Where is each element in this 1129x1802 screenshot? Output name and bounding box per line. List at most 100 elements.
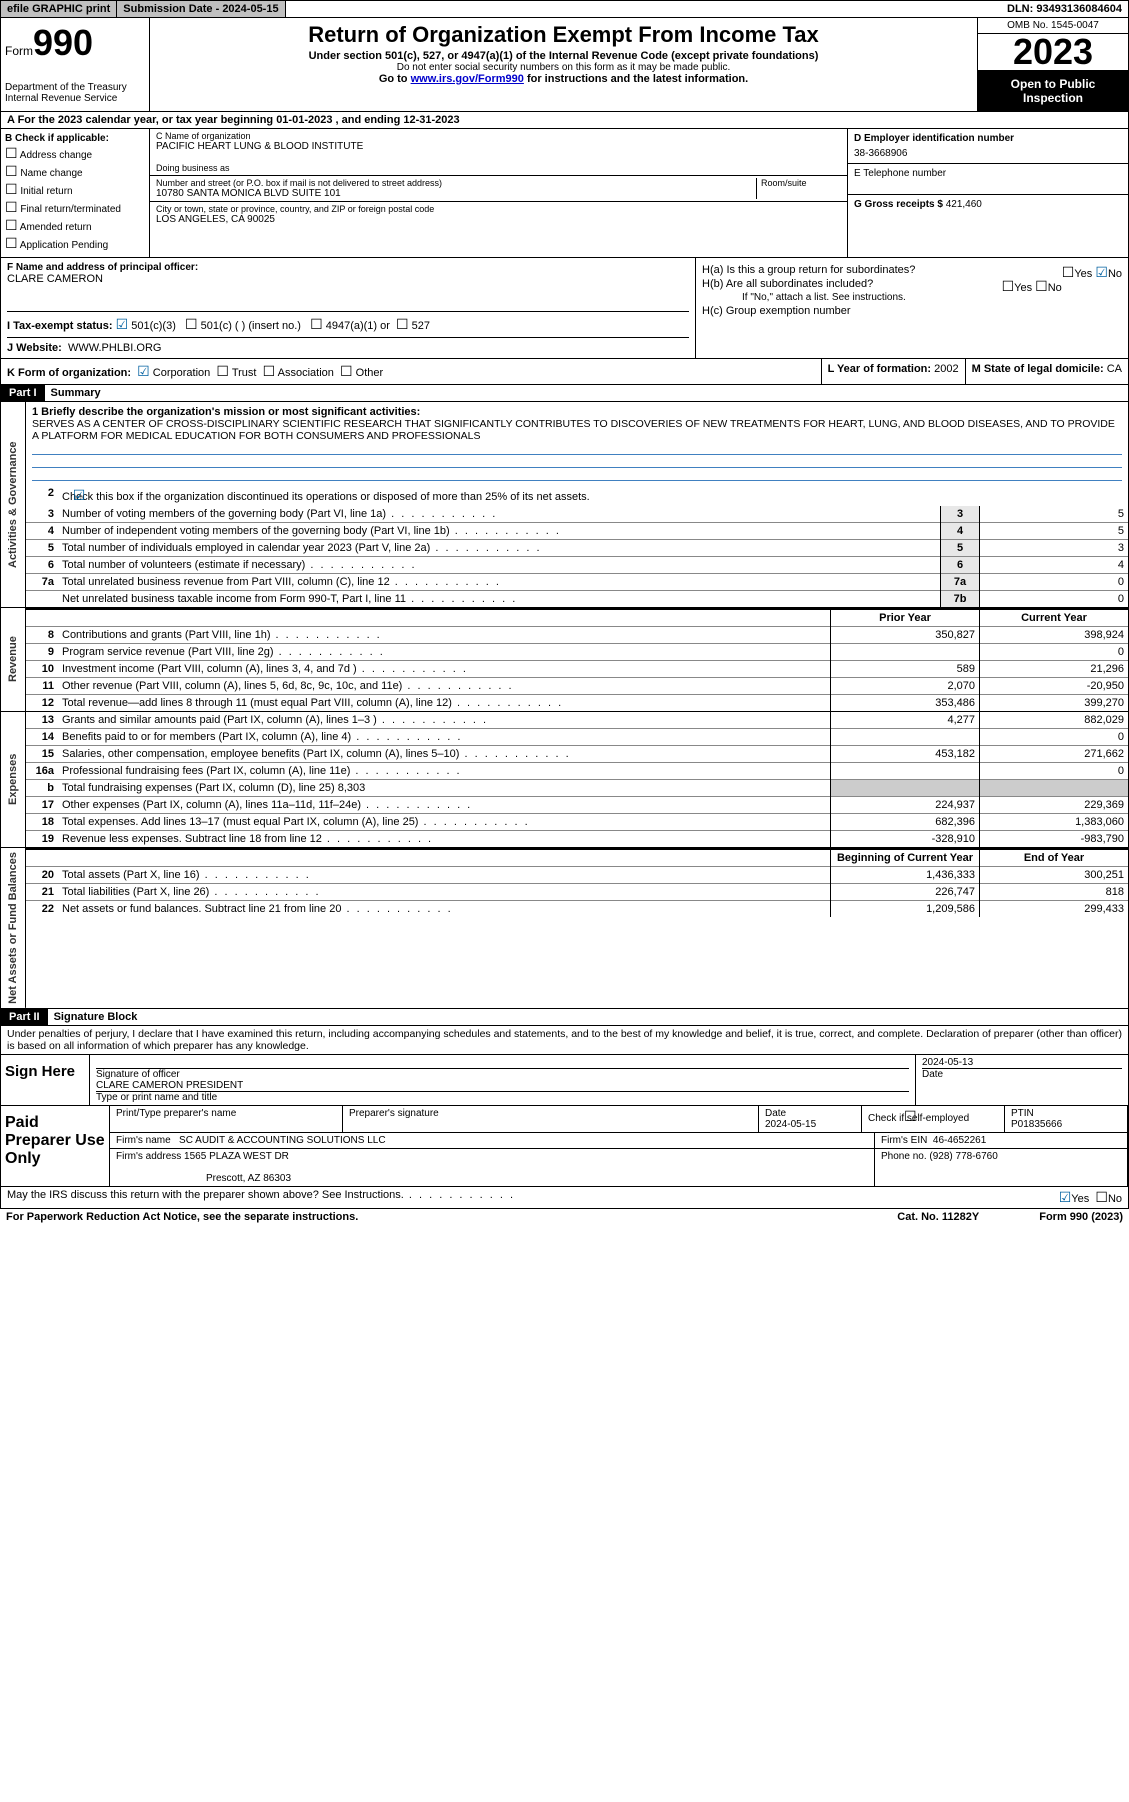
table-row: 18Total expenses. Add lines 13–17 (must … xyxy=(26,814,1128,831)
row-j: J Website: WWW.PHLBI.ORG xyxy=(7,337,689,354)
form-header: Form990 Department of the Treasury Inter… xyxy=(0,18,1129,112)
firm-addr1: 1565 PLAZA WEST DR xyxy=(184,1151,289,1162)
table-row: 6Total number of volunteers (estimate if… xyxy=(26,557,1128,574)
form-instructions-link-row: Go to www.irs.gov/Form990 for instructio… xyxy=(154,73,973,85)
col-b-checkboxes: B Check if applicable: Address change Na… xyxy=(1,129,150,257)
mission-block: 1 Briefly describe the organization's mi… xyxy=(26,402,1128,485)
paid-preparer-label: Paid Preparer Use Only xyxy=(1,1106,110,1186)
footer: For Paperwork Reduction Act Notice, see … xyxy=(0,1209,1129,1225)
sig-officer-name: CLARE CAMERON PRESIDENT xyxy=(96,1080,909,1091)
table-row: 10Investment income (Part VIII, column (… xyxy=(26,661,1128,678)
org-city: LOS ANGELES, CA 90025 xyxy=(156,214,841,225)
gross-receipts-value: 421,460 xyxy=(946,199,982,210)
self-employed: Check if self-employed xyxy=(862,1106,1005,1132)
cat-no: Cat. No. 11282Y xyxy=(897,1211,979,1223)
sign-here-label: Sign Here xyxy=(1,1055,90,1105)
cb-corporation[interactable] xyxy=(137,367,150,379)
irs-link[interactable]: www.irs.gov/Form990 xyxy=(411,73,524,85)
row-klm: K Form of organization: Corporation Trus… xyxy=(0,359,1129,385)
org-name-label: C Name of organization xyxy=(156,131,841,141)
year-formation: 2002 xyxy=(934,363,958,375)
paid-preparer-section: Paid Preparer Use Only Print/Type prepar… xyxy=(0,1106,1129,1187)
cb-other[interactable] xyxy=(340,367,353,379)
table-row: 11Other revenue (Part VIII, column (A), … xyxy=(26,678,1128,695)
section-fh: F Name and address of principal officer:… xyxy=(0,258,1129,359)
table-row: 17Other expenses (Part IX, column (A), l… xyxy=(26,797,1128,814)
row-a-tax-year: A For the 2023 calendar year, or tax yea… xyxy=(0,112,1129,129)
form-subtitle-1: Under section 501(c), 527, or 4947(a)(1)… xyxy=(154,50,973,62)
cb-address-change[interactable]: Address change xyxy=(5,145,145,162)
open-to-public: Open to Public Inspection xyxy=(978,71,1128,111)
firm-ein: 46-4652261 xyxy=(933,1135,986,1146)
dba-label: Doing business as xyxy=(156,163,841,173)
form-title: Return of Organization Exempt From Incom… xyxy=(154,22,973,48)
cb-501c[interactable] xyxy=(185,320,198,332)
irs-label: Internal Revenue Service xyxy=(5,93,145,104)
table-row: bTotal fundraising expenses (Part IX, co… xyxy=(26,780,1128,797)
website-value: WWW.PHLBI.ORG xyxy=(68,342,162,354)
table-row: 7aTotal unrelated business revenue from … xyxy=(26,574,1128,591)
ein-label: D Employer identification number xyxy=(854,133,1122,144)
expenses-section: Expenses 13Grants and similar amounts pa… xyxy=(0,712,1129,848)
ptin-value: P01835666 xyxy=(1011,1119,1062,1130)
dln: DLN: 93493136084604 xyxy=(1001,1,1128,17)
table-row: 19Revenue less expenses. Subtract line 1… xyxy=(26,831,1128,848)
cb-discontinued[interactable] xyxy=(73,491,86,503)
city-label: City or town, state or province, country… xyxy=(156,204,841,214)
table-row: 15Salaries, other compensation, employee… xyxy=(26,746,1128,763)
firm-name: SC AUDIT & ACCOUNTING SOLUTIONS LLC xyxy=(179,1135,386,1146)
firm-addr2: Prescott, AZ 86303 xyxy=(206,1173,291,1184)
perjury-declaration: Under penalties of perjury, I declare th… xyxy=(0,1026,1129,1055)
org-name: PACIFIC HEART LUNG & BLOOD INSTITUTE xyxy=(156,141,841,152)
cb-501c3[interactable] xyxy=(116,320,129,332)
table-row: 13Grants and similar amounts paid (Part … xyxy=(26,712,1128,729)
sign-here-section: Sign Here Signature of officer CLARE CAM… xyxy=(0,1055,1129,1106)
governance-label: Activities & Governance xyxy=(1,402,26,607)
table-row: 14Benefits paid to or for members (Part … xyxy=(26,729,1128,746)
cb-name-change[interactable]: Name change xyxy=(5,163,145,180)
officer-label: F Name and address of principal officer: xyxy=(7,262,689,273)
cb-amended-return[interactable]: Amended return xyxy=(5,217,145,234)
section-bcde: B Check if applicable: Address change Na… xyxy=(0,129,1129,258)
dept-treasury: Department of the Treasury xyxy=(5,82,145,93)
cb-initial-return[interactable]: Initial return xyxy=(5,181,145,198)
table-row: 16aProfessional fundraising fees (Part I… xyxy=(26,763,1128,780)
form-number: Form990 xyxy=(5,22,145,64)
table-row: 4Number of independent voting members of… xyxy=(26,523,1128,540)
revenue-section: Revenue Prior YearCurrent Year8Contribut… xyxy=(0,608,1129,712)
form-footer: Form 990 (2023) xyxy=(1039,1211,1123,1223)
part-1-header: Part I Summary xyxy=(0,385,1129,402)
h-c: H(c) Group exemption number xyxy=(702,305,1122,317)
cb-final-return[interactable]: Final return/terminated xyxy=(5,199,145,216)
efile-print-button[interactable]: efile GRAPHIC print xyxy=(1,1,117,17)
cb-discuss-no[interactable] xyxy=(1095,1193,1108,1205)
table-row: 20Total assets (Part X, line 16)1,436,33… xyxy=(26,867,1128,884)
state-domicile: CA xyxy=(1107,363,1122,375)
h-a: H(a) Is this a group return for subordin… xyxy=(702,264,1122,276)
table-row: 22Net assets or fund balances. Subtract … xyxy=(26,901,1128,918)
paperwork-notice: For Paperwork Reduction Act Notice, see … xyxy=(6,1211,358,1223)
cb-4947[interactable] xyxy=(310,320,323,332)
telephone-label: E Telephone number xyxy=(854,168,1122,179)
tax-year: 2023 xyxy=(978,34,1128,71)
cb-association[interactable] xyxy=(263,367,276,379)
table-row: 3Number of voting members of the governi… xyxy=(26,506,1128,523)
col-c-org-info: C Name of organization PACIFIC HEART LUN… xyxy=(150,129,848,257)
table-row: 8Contributions and grants (Part VIII, li… xyxy=(26,627,1128,644)
part-2-header: Part II Signature Block xyxy=(0,1009,1129,1026)
officer-name: CLARE CAMERON xyxy=(7,273,689,285)
cb-discuss-yes[interactable] xyxy=(1059,1193,1072,1205)
cb-application-pending[interactable]: Application Pending xyxy=(5,235,145,252)
prep-sig-label: Preparer's signature xyxy=(343,1106,759,1132)
prep-date: 2024-05-15 xyxy=(765,1119,816,1130)
cb-trust[interactable] xyxy=(216,367,229,379)
room-label: Room/suite xyxy=(761,178,841,188)
table-row: 9Program service revenue (Part VIII, lin… xyxy=(26,644,1128,661)
sig-date-label: Date xyxy=(922,1068,1122,1080)
col-de: D Employer identification number 38-3668… xyxy=(848,129,1128,257)
cb-527[interactable] xyxy=(396,320,409,332)
submission-date: Submission Date - 2024-05-15 xyxy=(117,1,285,17)
table-row: Net unrelated business taxable income fr… xyxy=(26,591,1128,608)
governance-section: Activities & Governance 1 Briefly descri… xyxy=(0,402,1129,608)
prep-name-label: Print/Type preparer's name xyxy=(110,1106,343,1132)
